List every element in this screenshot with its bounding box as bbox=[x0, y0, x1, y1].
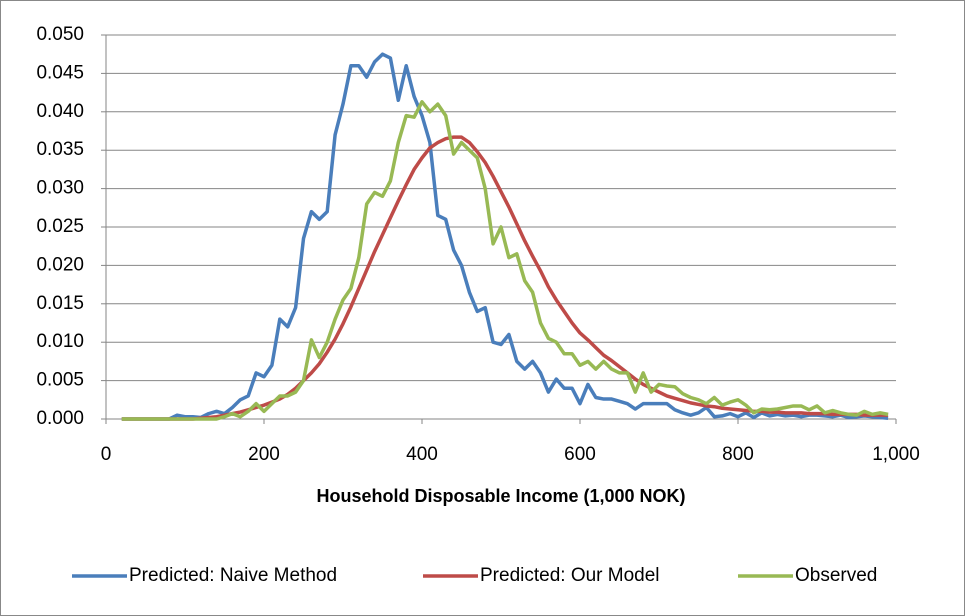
x-tick-label: 0 bbox=[101, 444, 112, 465]
series-line bbox=[121, 100, 889, 421]
series-line bbox=[121, 52, 889, 421]
y-tick-label: 0.010 bbox=[36, 331, 84, 352]
y-tick-label: 0.045 bbox=[36, 62, 84, 83]
x-tick-label: 1,000 bbox=[872, 444, 920, 465]
x-tick-label: 200 bbox=[248, 444, 280, 465]
x-tick-label: 400 bbox=[406, 444, 438, 465]
y-tick-label: 0.050 bbox=[36, 24, 84, 45]
y-tick-label: 0.035 bbox=[36, 139, 84, 160]
x-tick-label: 600 bbox=[564, 444, 596, 465]
x-tick-label: 800 bbox=[722, 444, 754, 465]
y-tick-label: 0.000 bbox=[36, 408, 84, 429]
y-tick-label: 0.025 bbox=[36, 216, 84, 237]
y-tick-label: 0.020 bbox=[36, 254, 84, 275]
y-tick-label: 0.040 bbox=[36, 101, 84, 122]
y-tick-label: 0.015 bbox=[36, 293, 84, 314]
legend-label: Predicted: Our Model bbox=[480, 565, 660, 586]
y-tick-label: 0.005 bbox=[36, 370, 84, 391]
legend-label: Observed bbox=[795, 565, 877, 586]
y-tick-label: 0.030 bbox=[36, 178, 84, 199]
legend-label: Predicted: Naive Method bbox=[129, 565, 337, 586]
x-axis-label: Household Disposable Income (1,000 NOK) bbox=[316, 486, 685, 506]
